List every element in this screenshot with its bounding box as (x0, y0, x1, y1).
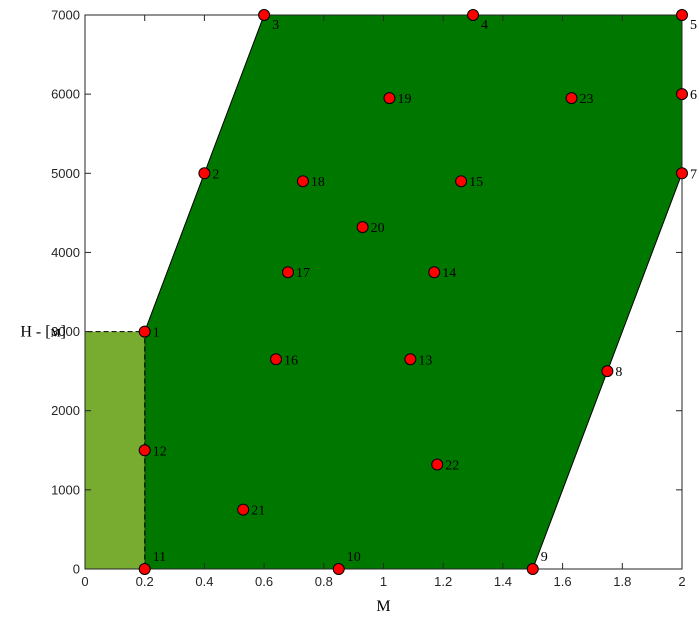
point-label-8: 8 (615, 365, 622, 380)
y-tick-label: 1000 (51, 482, 80, 497)
point-marker-12 (138, 444, 151, 457)
point-marker-18 (296, 175, 309, 188)
point-marker-10 (332, 563, 345, 575)
point-label-7: 7 (690, 167, 697, 182)
point-marker-3 (258, 9, 271, 21)
point-marker-2 (198, 167, 211, 180)
x-tick-label: 2 (678, 574, 685, 589)
point-marker-6 (676, 88, 688, 101)
y-tick-label: 0 (73, 562, 80, 577)
point-label-17: 17 (296, 266, 310, 281)
region-0 (144, 14, 683, 570)
point-label-11: 11 (153, 550, 166, 565)
x-tick-label: 1.4 (494, 574, 512, 589)
point-label-16: 16 (284, 353, 298, 368)
x-tick-label: 1.8 (613, 574, 631, 589)
y-tick-label: 2000 (51, 403, 80, 418)
point-marker-7 (676, 167, 688, 180)
x-tick-label: 0.2 (136, 574, 154, 589)
x-tick-label: 1 (380, 574, 387, 589)
point-label-21: 21 (251, 504, 265, 519)
x-tick-label: 1.2 (434, 574, 452, 589)
x-tick-label: 1.6 (554, 574, 572, 589)
region-1 (84, 331, 146, 570)
point-marker-23 (565, 92, 578, 105)
y-tick-label: 7000 (51, 8, 80, 23)
point-label-1: 1 (153, 326, 160, 341)
point-label-20: 20 (371, 221, 385, 236)
point-label-18: 18 (311, 175, 325, 190)
point-label-15: 15 (469, 175, 483, 190)
point-label-2: 2 (212, 167, 219, 182)
point-label-22: 22 (445, 459, 459, 474)
point-marker-20 (356, 221, 369, 234)
x-tick-label: 0.6 (255, 574, 273, 589)
point-marker-13 (404, 353, 417, 366)
x-tick-label: 0.4 (195, 574, 213, 589)
x-tick-label: 0.8 (315, 574, 333, 589)
point-marker-9 (526, 563, 539, 575)
point-label-14: 14 (442, 266, 456, 281)
point-label-3: 3 (272, 18, 279, 33)
point-label-9: 9 (541, 550, 548, 565)
point-label-23: 23 (580, 92, 594, 107)
point-marker-11 (138, 563, 151, 575)
point-marker-19 (383, 92, 396, 105)
y-axis-label: H - [м] (20, 324, 66, 341)
point-label-10: 10 (347, 550, 361, 565)
point-marker-14 (428, 266, 441, 279)
point-label-13: 13 (418, 353, 432, 368)
point-marker-16 (270, 353, 283, 366)
point-marker-21 (237, 503, 250, 516)
point-marker-15 (455, 175, 468, 188)
x-axis-label: M (376, 598, 390, 615)
point-label-12: 12 (153, 444, 167, 459)
point-marker-5 (676, 9, 688, 21)
point-label-6: 6 (690, 88, 697, 103)
point-marker-17 (281, 266, 294, 279)
point-marker-4 (467, 9, 480, 21)
point-label-19: 19 (397, 92, 411, 107)
x-tick-label: 0 (81, 574, 88, 589)
point-label-4: 4 (481, 18, 488, 33)
point-marker-22 (431, 458, 444, 471)
point-label-5: 5 (690, 18, 697, 33)
y-tick-label: 6000 (51, 87, 80, 102)
point-marker-8 (601, 365, 614, 378)
ticks-layer: 0 0.2 0.4 0.6 0.8 1 1.2 1.4 1.6 1.8 20100020003000… (51, 8, 686, 590)
y-tick-label: 4000 (51, 245, 80, 260)
y-tick-label: 3000 (51, 324, 80, 339)
point-marker-1 (138, 325, 151, 338)
regions-layer (84, 14, 683, 570)
y-tick-label: 5000 (51, 166, 80, 181)
